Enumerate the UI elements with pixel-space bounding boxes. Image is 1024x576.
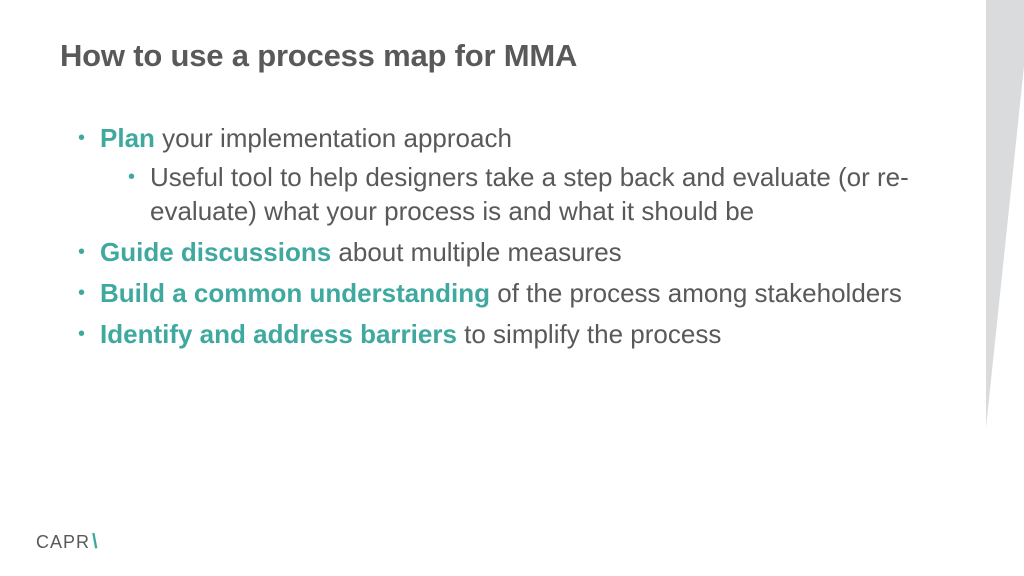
slide: How to use a process map for MMA Plan yo…: [0, 0, 1024, 576]
bullet-rest: of the process among stakeholders: [490, 278, 902, 308]
footer-slash: \: [92, 531, 99, 553]
right-accent: [986, 0, 1024, 576]
bullet-highlight: Plan: [100, 123, 155, 153]
sub-bullet-list: Useful tool to help designers take a ste…: [100, 161, 964, 228]
bullet-list: Plan your implementation approach Useful…: [60, 122, 964, 352]
bullet-highlight: Identify and address barriers: [100, 319, 457, 349]
bullet-rest: to simplify the process: [457, 319, 721, 349]
accent-bar: [986, 0, 1024, 576]
bullet-rest: about multiple measures: [331, 237, 621, 267]
bullet-item: Identify and address barriers to simplif…: [78, 318, 964, 351]
bullet-rest: your implementation approach: [155, 123, 512, 153]
bullet-item: Plan your implementation approach Useful…: [78, 122, 964, 228]
page-title: How to use a process map for MMA: [60, 38, 964, 74]
footer-logo: CAPR\: [36, 531, 99, 554]
bullet-item: Guide discussions about multiple measure…: [78, 236, 964, 269]
sub-bullet-item: Useful tool to help designers take a ste…: [128, 161, 964, 228]
footer-text: CAPR: [36, 532, 90, 552]
bullet-item: Build a common understanding of the proc…: [78, 277, 964, 310]
bullet-highlight: Build a common understanding: [100, 278, 490, 308]
bullet-highlight: Guide discussions: [100, 237, 331, 267]
